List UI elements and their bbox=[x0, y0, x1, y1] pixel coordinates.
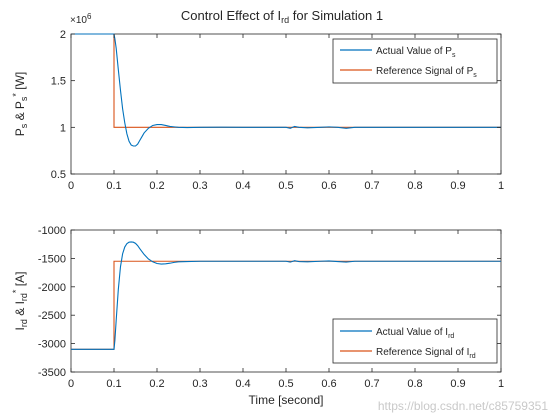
bottom-y-tick-label: -2000 bbox=[38, 282, 66, 294]
top-x-tick-label: 1 bbox=[498, 180, 504, 192]
top-x-tick-label: 0.5 bbox=[278, 180, 293, 192]
top-legend: Actual Value of Ps Reference Signal of P… bbox=[332, 38, 498, 84]
top-y-tick-label: 2 bbox=[60, 29, 66, 41]
top-y-tick-label: 1.5 bbox=[51, 76, 66, 88]
top-legend-box bbox=[332, 38, 498, 84]
bottom-x-tick-label: 0.1 bbox=[106, 378, 121, 390]
bottom-x-tick-label: 0.4 bbox=[235, 378, 250, 390]
top-series-actual-line bbox=[71, 33, 501, 147]
bottom-x-tick-label: 0.6 bbox=[321, 378, 336, 390]
bottom-x-label: Time [second] bbox=[249, 393, 324, 407]
bottom-y-tick-label: -3500 bbox=[38, 367, 66, 379]
bottom-legend-box bbox=[332, 318, 498, 364]
axes-top-power: 0 0.1 0.2 0.3 0.4 0.5 0.6 0.7 0.8 0.9 1 0.5 1 1.5 2 ×1… bbox=[11, 12, 504, 192]
top-series-lines bbox=[71, 33, 501, 147]
top-x-tick-label: 0.1 bbox=[106, 180, 121, 192]
top-y-label: Ps & Ps* [W] bbox=[11, 72, 29, 137]
bottom-x-tick-label: 0.9 bbox=[450, 378, 465, 390]
figure-title: Control Effect of Ird for Simulation 1 bbox=[181, 8, 383, 25]
top-x-tick-label: 0.7 bbox=[364, 180, 379, 192]
bottom-y-tick-label: -1500 bbox=[38, 253, 66, 265]
top-y-tick-label: 1 bbox=[60, 122, 66, 134]
axes-bottom-current: 0 0.1 0.2 0.3 0.4 0.5 0.6 0.7 0.8 0.9 1 -3500 -3000 -… bbox=[11, 225, 504, 407]
top-x-tick-label: 0.3 bbox=[192, 180, 207, 192]
top-x-tick-label: 0.9 bbox=[450, 180, 465, 192]
top-x-tick-label: 0 bbox=[68, 180, 74, 192]
bottom-x-tick-label: 0.7 bbox=[364, 378, 379, 390]
top-x-tick-label: 0.6 bbox=[321, 180, 336, 192]
top-legend-reference-label: Reference Signal of Ps bbox=[376, 66, 477, 79]
top-y-exponent: ×106 bbox=[70, 12, 92, 26]
bottom-y-label: Ird & Ird* [A] bbox=[11, 272, 29, 331]
bottom-y-tick-label: -1000 bbox=[38, 225, 66, 237]
bottom-legend-actual-label: Actual Value of Ird bbox=[376, 327, 454, 340]
top-legend-actual-label: Actual Value of Ps bbox=[376, 46, 456, 59]
watermark-text: https://blog.csdn.net/c85759351 bbox=[377, 399, 548, 413]
top-x-tick-label: 0.4 bbox=[235, 180, 250, 192]
bottom-y-tick-label: -3000 bbox=[38, 339, 66, 351]
top-x-tick-label: 0.2 bbox=[149, 180, 164, 192]
bottom-x-tick-label: 1 bbox=[498, 378, 504, 390]
bottom-x-tick-label: 0 bbox=[68, 378, 74, 390]
bottom-y-tick-label: -2500 bbox=[38, 310, 66, 322]
bottom-x-tick-label: 0.2 bbox=[149, 378, 164, 390]
bottom-x-tick-label: 0.3 bbox=[192, 378, 207, 390]
bottom-legend-reference-label: Reference Signal of Ird bbox=[376, 347, 476, 360]
bottom-x-tick-label: 0.5 bbox=[278, 378, 293, 390]
bottom-x-tick-label: 0.8 bbox=[407, 378, 422, 390]
bottom-legend: Actual Value of Ird Reference Signal of … bbox=[332, 318, 498, 364]
top-y-tick-label: 0.5 bbox=[51, 169, 66, 181]
bottom-series-lines bbox=[71, 241, 501, 350]
top-x-tick-label: 0.8 bbox=[407, 180, 422, 192]
bottom-series-actual-line bbox=[71, 241, 501, 350]
